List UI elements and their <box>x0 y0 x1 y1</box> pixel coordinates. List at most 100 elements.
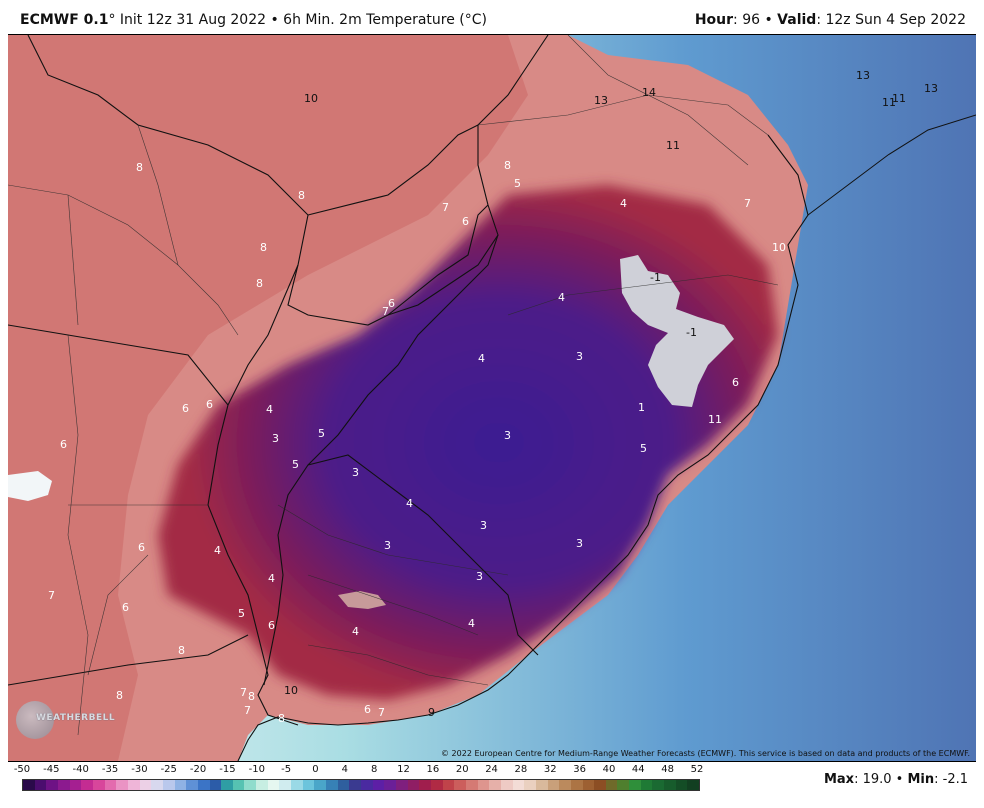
temp-label: 4 <box>268 572 275 585</box>
land-warm-band <box>8 35 528 761</box>
scale-swatch <box>23 780 35 790</box>
scale-swatch <box>535 780 548 790</box>
scale-tick-label: -35 <box>101 764 119 775</box>
scale-swatch <box>314 780 327 790</box>
scale-swatch <box>570 780 583 790</box>
lagoon-small <box>338 591 386 609</box>
weatherbell-logo: WEATHERBELL <box>14 699 115 743</box>
scale-swatch <box>617 780 630 790</box>
hour-label: Hour <box>694 12 734 28</box>
temp-label: 13 <box>594 94 608 107</box>
temp-label: 4 <box>558 291 565 304</box>
temp-label: 6 <box>60 438 67 451</box>
model-name: ECMWF 0.1 <box>20 12 109 28</box>
scale-swatch <box>687 780 700 790</box>
scale-tick-label: -50 <box>13 764 31 775</box>
scale-swatch <box>489 780 501 790</box>
temp-label: 7 <box>382 305 389 318</box>
temp-label: 6 <box>462 215 469 228</box>
scale-swatch <box>127 780 140 790</box>
temp-label: 3 <box>352 466 359 479</box>
scale-swatch <box>151 780 163 790</box>
scale-swatch <box>57 780 70 790</box>
scale-swatch <box>594 780 606 790</box>
temp-label: 7 <box>240 686 247 699</box>
temperature-map: 10 13 14 13 11 11 13 11 8 8 5 7 4 7 6 8 … <box>8 34 976 762</box>
scale-tick-label: 0 <box>312 764 319 775</box>
scale-tick-label: 12 <box>397 764 410 775</box>
scale-tick-label: -30 <box>131 764 148 775</box>
temp-label: 8 <box>260 241 267 254</box>
scale-swatch <box>291 780 303 790</box>
scale-swatch <box>407 780 420 790</box>
max-value: : 19.0 • <box>854 772 908 787</box>
logo-text: WEATHERBELL <box>36 713 116 723</box>
temp-label: 8 <box>298 189 305 202</box>
temp-label: 3 <box>272 432 279 445</box>
scale-swatch <box>337 780 350 790</box>
min-label: Min <box>907 772 935 787</box>
scale-tick-label: 44 <box>631 764 645 775</box>
cold-air-mass <box>158 185 778 700</box>
temp-label: 10 <box>304 92 318 105</box>
logo-globe-icon <box>16 701 54 739</box>
scale-swatch <box>139 780 152 790</box>
temperature-labels: 10 13 14 13 11 11 13 11 8 8 5 7 4 7 6 8 … <box>48 69 938 725</box>
temp-label: 13 <box>856 69 870 82</box>
scale-swatch <box>419 780 431 790</box>
temp-label: 14 <box>642 86 656 99</box>
temp-label: 6 <box>122 601 129 614</box>
degree-mark: ° <box>108 12 116 28</box>
temp-label: 11 <box>892 92 906 105</box>
scale-swatch <box>465 780 478 790</box>
temp-label: 10 <box>284 684 298 697</box>
scale-tick-label: -40 <box>72 764 89 775</box>
temp-label: 6 <box>206 398 213 411</box>
scale-tick-label: 52 <box>690 764 704 775</box>
temp-label: 7 <box>378 706 385 719</box>
scale-swatch <box>512 780 525 790</box>
scale-swatch <box>244 780 257 790</box>
temp-label: 3 <box>576 537 583 550</box>
temp-label: 3 <box>480 519 487 532</box>
scale-swatch <box>232 780 245 790</box>
scale-swatch <box>524 780 536 790</box>
coastline-north <box>807 114 976 216</box>
scale-swatch <box>675 780 688 790</box>
scale-swatch <box>605 780 618 790</box>
scale-swatch <box>559 780 571 790</box>
temp-label: 11 <box>708 413 722 426</box>
scale-swatch <box>116 780 128 790</box>
temp-label: 8 <box>256 277 263 290</box>
temp-label: 3 <box>576 350 583 363</box>
init-description: Init 12z 31 Aug 2022 • 6h Min. 2m Temper… <box>115 12 487 28</box>
temp-label: 8 <box>178 644 185 657</box>
scale-swatch <box>104 780 117 790</box>
temp-label: 3 <box>504 429 511 442</box>
temp-label: 4 <box>352 625 359 638</box>
temp-label: 11 <box>666 139 680 152</box>
temp-label: 5 <box>318 427 325 440</box>
scale-swatch <box>46 780 58 790</box>
temp-label: 11 <box>882 96 896 109</box>
scale-swatch <box>256 780 268 790</box>
color-scale-labels: -50 -45 -40 -35 -30 -25 -20 -15 -10 -5 0 4 8 12 16 20 24… <box>0 764 984 778</box>
title-bar: ECMWF 0.1° Init 12z 31 Aug 2022 • 6h Min… <box>20 12 487 28</box>
temp-label: 4 <box>406 497 413 510</box>
copyright-notice: © 2022 European Centre for Medium-Range … <box>441 749 970 758</box>
temp-label: 13 <box>924 82 938 95</box>
scale-swatch <box>81 780 93 790</box>
temp-label: 8 <box>116 689 123 702</box>
valid-value: : 12z Sun 4 Sep 2022 <box>816 12 966 28</box>
max-min-readout: Max: 19.0 • Min: -2.1 <box>824 772 968 787</box>
temp-label: 7 <box>744 197 751 210</box>
temp-label: 5 <box>514 177 521 190</box>
scale-tick-label: 20 <box>455 764 469 775</box>
sub-zero-area <box>620 255 734 407</box>
scale-swatch <box>92 780 105 790</box>
scale-swatch <box>477 780 490 790</box>
scale-tick-label: 16 <box>426 764 440 775</box>
temp-label: 7 <box>442 201 449 214</box>
temp-label: 8 <box>248 690 255 703</box>
temp-label: 3 <box>476 570 483 583</box>
